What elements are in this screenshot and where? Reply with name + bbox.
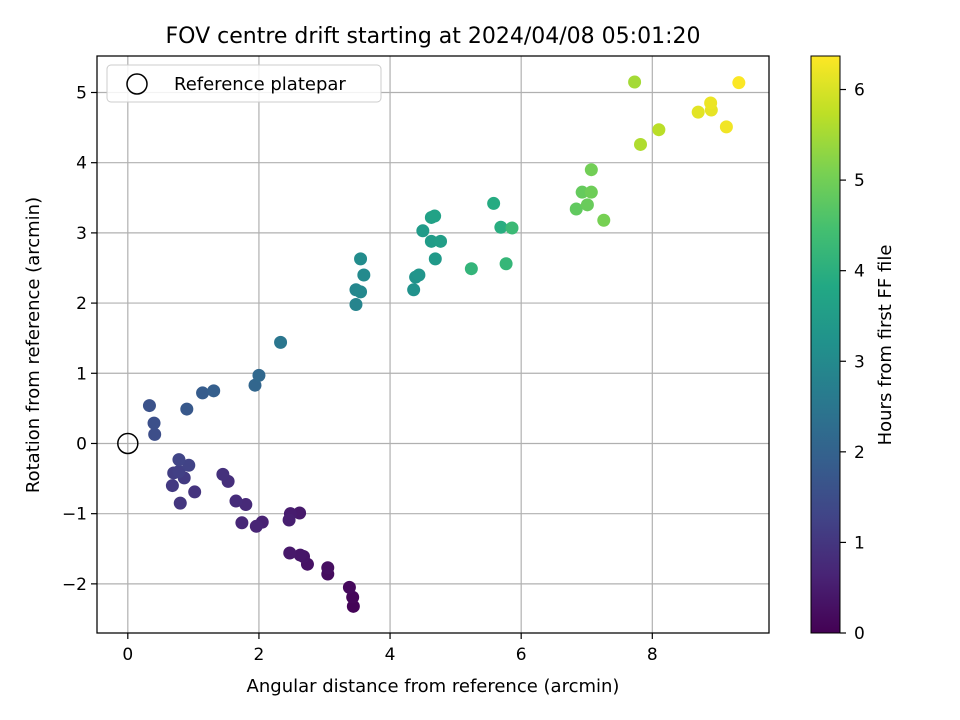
data-point: [597, 213, 611, 227]
data-point: [464, 262, 478, 276]
data-point: [580, 198, 594, 212]
data-point: [142, 399, 156, 413]
reference-platepar-marker: [117, 432, 139, 455]
colorbar-tick-label: 4: [854, 262, 865, 282]
y-tick-label: 1: [76, 364, 87, 384]
colorbar-label: Hours from first FF file: [875, 245, 896, 446]
reference-marker-group: [117, 432, 139, 455]
y-tick-label: 4: [76, 154, 87, 174]
y-tick-label: 5: [76, 84, 87, 104]
legend-marker-icon: [126, 73, 148, 95]
colorbar-tick-label: 6: [854, 81, 865, 101]
data-point: [235, 516, 249, 530]
data-point: [487, 196, 501, 210]
colorbar-tick-label: 2: [854, 443, 865, 463]
grid-lines: [97, 56, 769, 633]
data-point: [357, 268, 371, 282]
data-point: [428, 252, 442, 266]
x-axis-ticks: 0 2 4 6 8: [122, 633, 658, 665]
plot-frame: [96, 55, 770, 634]
data-point: [207, 384, 221, 398]
data-point: [652, 123, 666, 137]
data-point: [505, 221, 519, 235]
data-point: [424, 234, 438, 248]
colorbar-tick-label: 0: [854, 624, 865, 644]
data-point: [416, 224, 430, 238]
data-point: [283, 546, 297, 560]
data-point: [229, 494, 243, 508]
data-point: [719, 120, 733, 134]
data-point: [182, 458, 196, 472]
data-point: [196, 386, 210, 400]
data-point: [342, 580, 356, 594]
data-point: [354, 285, 368, 299]
colorbar-ticks: 0 1 2 3 4 5 6: [840, 81, 865, 644]
y-axis-label: Rotation from reference (arcmin): [23, 197, 44, 493]
x-tick-label: 2: [254, 645, 265, 665]
colorbar-tick-label: 1: [854, 533, 865, 553]
x-axis-label: Angular distance from reference (arcmin): [247, 676, 620, 697]
colorbar-gradient: [810, 55, 841, 634]
data-point: [584, 163, 598, 177]
data-point: [321, 561, 335, 575]
data-point: [628, 75, 642, 89]
data-point: [172, 465, 186, 479]
data-point: [274, 335, 288, 349]
y-axis-ticks: −2 −1 0 1 2 3 4 5: [62, 84, 97, 595]
data-point: [173, 496, 187, 510]
data-point: [252, 368, 266, 382]
y-tick-label: 2: [76, 294, 87, 314]
x-tick-label: 8: [647, 645, 658, 665]
data-point: [732, 76, 746, 90]
data-point: [349, 297, 363, 311]
colorbar: 0 1 2 3 4 5 6 Hours from first FF file: [810, 55, 896, 644]
data-points: [142, 75, 746, 613]
data-point: [249, 519, 263, 533]
data-point: [584, 185, 598, 199]
data-point: [354, 252, 368, 266]
data-point: [434, 234, 448, 248]
y-tick-label: 0: [76, 434, 87, 454]
data-point: [180, 402, 194, 416]
data-point: [704, 96, 718, 110]
y-tick-label: −1: [62, 505, 87, 525]
y-tick-label: 3: [76, 224, 87, 244]
data-point: [575, 185, 589, 199]
data-point: [634, 137, 648, 151]
data-point: [407, 283, 421, 297]
data-point: [346, 590, 360, 604]
data-point: [494, 220, 508, 234]
data-point: [188, 485, 202, 499]
data-point: [691, 105, 705, 119]
data-point: [165, 479, 179, 493]
data-point: [148, 427, 162, 441]
legend: Reference platepar: [106, 64, 382, 103]
data-point: [569, 202, 583, 216]
data-point: [239, 498, 253, 512]
chart-title: FOV centre drift starting at 2024/04/08 …: [166, 24, 701, 49]
data-point: [216, 467, 230, 481]
legend-box: [106, 64, 382, 103]
x-tick-label: 6: [516, 645, 527, 665]
data-point: [282, 513, 296, 527]
y-tick-label: −2: [62, 575, 87, 595]
data-point: [248, 378, 262, 392]
data-point: [293, 548, 307, 562]
x-tick-label: 0: [122, 645, 133, 665]
colorbar-tick-label: 5: [854, 171, 865, 191]
data-point: [412, 268, 426, 282]
data-point: [499, 257, 513, 271]
x-tick-label: 4: [385, 645, 396, 665]
data-point: [147, 416, 161, 430]
data-point: [428, 209, 442, 223]
colorbar-tick-label: 3: [854, 352, 865, 372]
legend-entry: Reference platepar: [174, 74, 346, 95]
data-point: [172, 453, 186, 467]
